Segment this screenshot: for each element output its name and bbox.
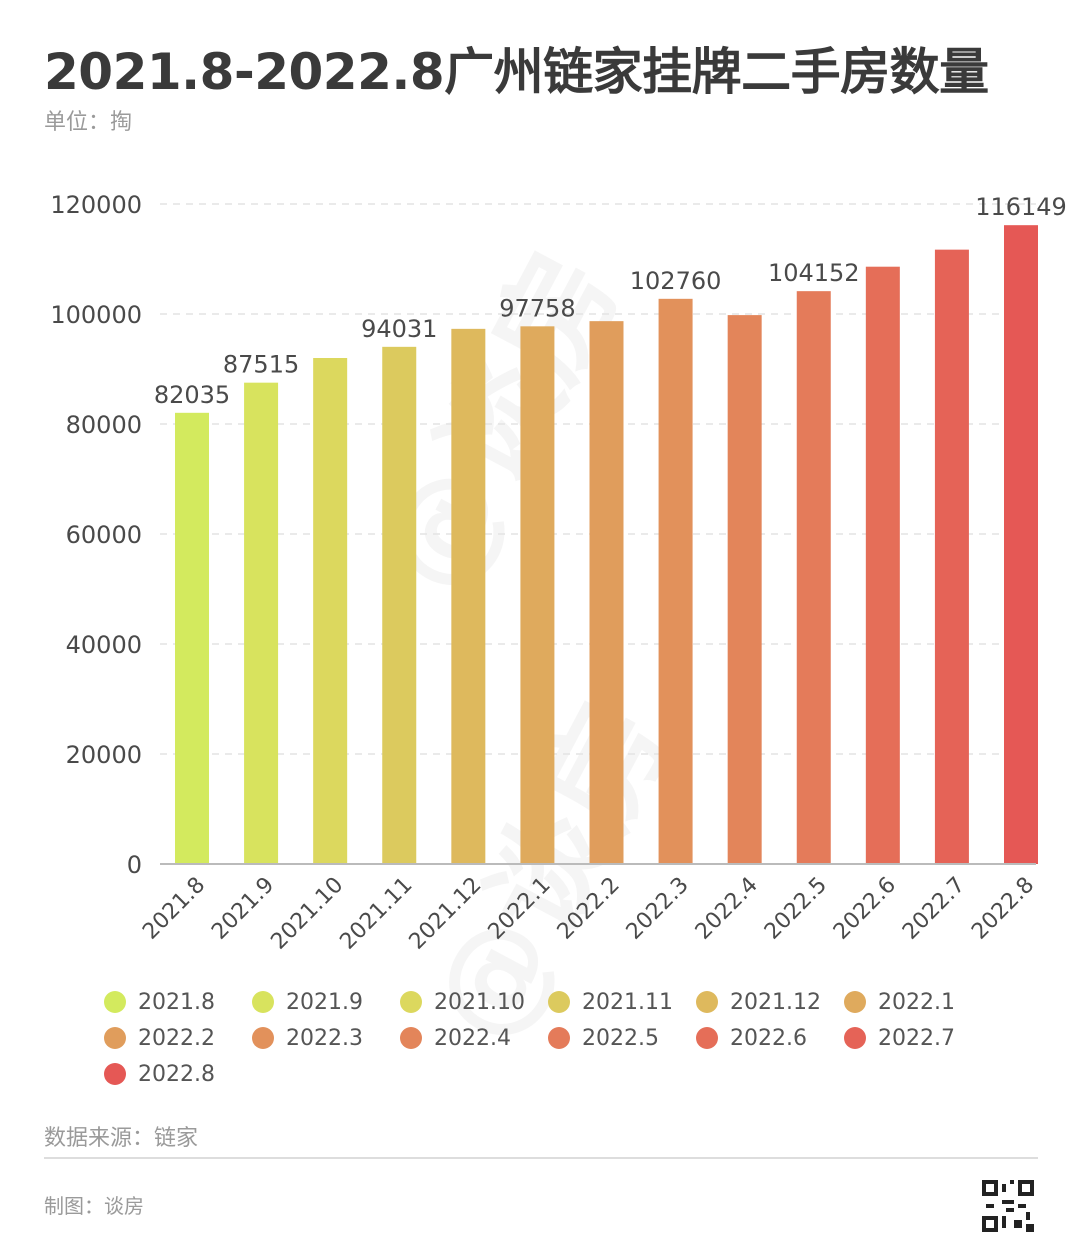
legend-dot-icon xyxy=(696,1027,718,1049)
x-tick-label: 2021.10 xyxy=(266,873,348,955)
legend-dot-icon xyxy=(252,1027,274,1049)
bar-2022.7 xyxy=(934,249,969,864)
legend-dot-icon xyxy=(104,1063,126,1085)
bar-2022.1 xyxy=(520,326,555,864)
legend-item: 2021.9 xyxy=(252,989,400,1015)
x-tick-label: 2022.6 xyxy=(829,873,901,945)
legend-item: 2022.3 xyxy=(252,1025,400,1051)
x-tick-label: 2022.3 xyxy=(622,873,694,945)
legend-item: 2022.4 xyxy=(400,1025,548,1051)
legend-label: 2022.8 xyxy=(138,1061,215,1087)
bar-2021.11 xyxy=(382,346,417,865)
legend-label: 2021.9 xyxy=(286,989,363,1015)
legend-item: 2021.12 xyxy=(696,989,844,1015)
legend-label: 2021.8 xyxy=(138,989,215,1015)
y-tick-label: 20000 xyxy=(66,741,142,769)
qr-code-icon xyxy=(982,1180,1034,1232)
legend-item: 2022.5 xyxy=(548,1025,696,1051)
legend-dot-icon xyxy=(844,991,866,1013)
x-tick-label: 2022.8 xyxy=(967,873,1039,945)
x-tick-label: 2022.1 xyxy=(484,873,556,945)
x-tick-label: 2022.2 xyxy=(553,873,625,945)
legend-item: 2021.11 xyxy=(548,989,696,1015)
y-tick-label: 60000 xyxy=(66,521,142,549)
legend-item: 2022.6 xyxy=(696,1025,844,1051)
chart-legend: 2021.8 2021.9 2021.10 2021.11 2021.12 2022.1 2… xyxy=(104,989,1004,1087)
bar-2022.6 xyxy=(865,266,900,864)
legend-item: 2022.1 xyxy=(844,989,992,1015)
bar-2022.8 xyxy=(1004,225,1038,865)
legend-dot-icon xyxy=(400,1027,422,1049)
data-label: 102760 xyxy=(630,267,722,295)
legend-item: 2022.8 xyxy=(104,1061,252,1087)
legend-label: 2022.7 xyxy=(878,1025,955,1051)
data-source: 数据来源：链家 xyxy=(44,1126,199,1151)
legend-item: 2021.10 xyxy=(400,989,548,1015)
legend-label: 2022.4 xyxy=(434,1025,511,1051)
legend-label: 2021.11 xyxy=(582,989,673,1015)
legend-dot-icon xyxy=(548,1027,570,1049)
bar-2021.10 xyxy=(313,358,348,864)
legend-item: 2022.2 xyxy=(104,1025,252,1051)
x-tick-label: 2022.7 xyxy=(898,873,970,945)
data-label: 94031 xyxy=(361,315,437,343)
y-tick-label: 120000 xyxy=(50,191,142,219)
bar-2021.9 xyxy=(244,382,279,864)
bar-2021.8 xyxy=(175,412,209,864)
x-tick-label: 2022.4 xyxy=(691,873,763,945)
footer-divider xyxy=(44,1157,1038,1159)
data-label: 116149 xyxy=(975,193,1067,221)
legend-label: 2022.3 xyxy=(286,1025,363,1051)
bar-2022.2 xyxy=(589,321,624,864)
legend-label: 2022.5 xyxy=(582,1025,659,1051)
data-label: 104152 xyxy=(768,259,860,287)
chart-maker: 制图：谈房 xyxy=(44,1194,144,1218)
data-label: 87515 xyxy=(223,351,299,379)
unit-label: 单位：掏 xyxy=(44,110,133,135)
bar-chart: 0 20000 40000 60000 80000 100000 120000 82035 20… xyxy=(50,191,1067,955)
bar-2022.3 xyxy=(658,298,693,864)
legend-dot-icon xyxy=(400,991,422,1013)
x-tick-label: 2021.12 xyxy=(405,873,487,955)
y-tick-label: 100000 xyxy=(50,301,142,329)
bar-2021.12 xyxy=(451,328,486,865)
y-tick-label: 40000 xyxy=(66,631,142,659)
legend-dot-icon xyxy=(844,1027,866,1049)
y-tick-label: 0 xyxy=(127,851,142,879)
legend-label: 2021.10 xyxy=(434,989,525,1015)
legend-dot-icon xyxy=(104,991,126,1013)
data-label: 82035 xyxy=(154,381,230,409)
bar-2022.4 xyxy=(727,315,762,865)
x-tick-label: 2022.5 xyxy=(760,873,832,945)
y-tick-label: 80000 xyxy=(66,411,142,439)
legend-label: 2021.12 xyxy=(730,989,821,1015)
legend-label: 2022.2 xyxy=(138,1025,215,1051)
bar-2022.5 xyxy=(796,291,831,864)
legend-item: 2022.7 xyxy=(844,1025,992,1051)
legend-dot-icon xyxy=(252,991,274,1013)
legend-dot-icon xyxy=(104,1027,126,1049)
legend-label: 2022.6 xyxy=(730,1025,807,1051)
legend-label: 2022.1 xyxy=(878,989,955,1015)
x-tick-label: 2021.11 xyxy=(335,873,417,955)
page-title: 2021.8-2022.8广州链家挂牌二手房数量 xyxy=(44,43,989,101)
data-label: 97758 xyxy=(499,294,575,322)
x-tick-label: 2021.8 xyxy=(138,873,210,945)
legend-dot-icon xyxy=(696,991,718,1013)
legend-item: 2021.8 xyxy=(104,989,252,1015)
legend-dot-icon xyxy=(548,991,570,1013)
